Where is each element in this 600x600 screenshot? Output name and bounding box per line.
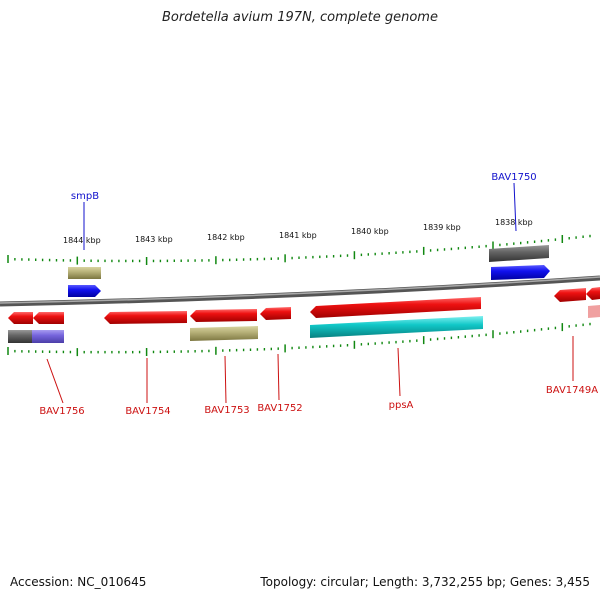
gene-label-BAV1753[interactable]: BAV1753	[204, 405, 249, 416]
scale-tick-1841: 1841 kbp	[279, 231, 317, 240]
gene-BAV1753[interactable]	[190, 309, 257, 322]
gene-labels: smpB BAV1750 BAV1756 BAV1754 BAV1753 BAV…	[39, 172, 598, 417]
lower-feature-track	[8, 287, 600, 343]
gene-label-smpB[interactable]: smpB	[71, 191, 99, 202]
gene-BAV1756-b[interactable]	[33, 312, 64, 324]
gene-BAV1749A[interactable]	[554, 288, 586, 302]
gene-smpB[interactable]	[68, 285, 101, 297]
scale-tick-1844: 1844 kbp	[63, 236, 101, 245]
gene-BAV1752[interactable]	[260, 307, 291, 320]
gene-BAV1750[interactable]	[491, 265, 550, 280]
outer-scale-ticks	[7, 234, 591, 265]
upper-feature-track	[68, 245, 550, 297]
genome-stats-text: Topology: circular; Length: 3,732,255 bp…	[260, 575, 590, 589]
scale-tick-1842: 1842 kbp	[207, 233, 245, 242]
gene-right-edge[interactable]	[586, 287, 600, 300]
gene-BAV1756-a[interactable]	[8, 312, 33, 324]
gene-label-BAV1749A[interactable]: BAV1749A	[546, 385, 598, 396]
gene-label-BAV1756[interactable]: BAV1756	[39, 406, 84, 417]
gene-label-BAV1754[interactable]: BAV1754	[125, 406, 170, 417]
gene-gray-lower[interactable]	[8, 330, 32, 343]
gene-ppsA[interactable]	[310, 297, 481, 318]
gene-label-ppsA[interactable]: ppsA	[389, 400, 414, 411]
gene-purple-lower[interactable]	[32, 330, 64, 343]
scale-tick-1843: 1843 kbp	[135, 235, 173, 244]
scale-tick-labels: 1844 kbp 1843 kbp 1842 kbp 1841 kbp 1840…	[63, 218, 533, 245]
gene-gray-upper[interactable]	[489, 245, 549, 262]
gene-label-BAV1750[interactable]: BAV1750	[491, 172, 536, 183]
accession-text: Accession: NC_010645	[10, 575, 147, 589]
scale-tick-1840: 1840 kbp	[351, 227, 389, 236]
scale-tick-1839: 1839 kbp	[423, 223, 461, 232]
gene-BAV1754[interactable]	[104, 311, 187, 324]
label-leader-lines	[46, 182, 574, 404]
inner-scale-ticks	[7, 322, 591, 357]
gene-cyan-lower[interactable]	[310, 316, 483, 338]
gene-olive-lower[interactable]	[190, 326, 258, 341]
gene-label-BAV1752[interactable]: BAV1752	[257, 403, 302, 414]
gene-pink-edge[interactable]	[588, 305, 600, 318]
gene-olive-upper[interactable]	[68, 267, 101, 279]
scale-tick-1838: 1838 kbp	[495, 218, 533, 227]
genome-title: Bordetella avium 197N, complete genome	[162, 10, 438, 25]
genome-backbone	[0, 275, 600, 307]
